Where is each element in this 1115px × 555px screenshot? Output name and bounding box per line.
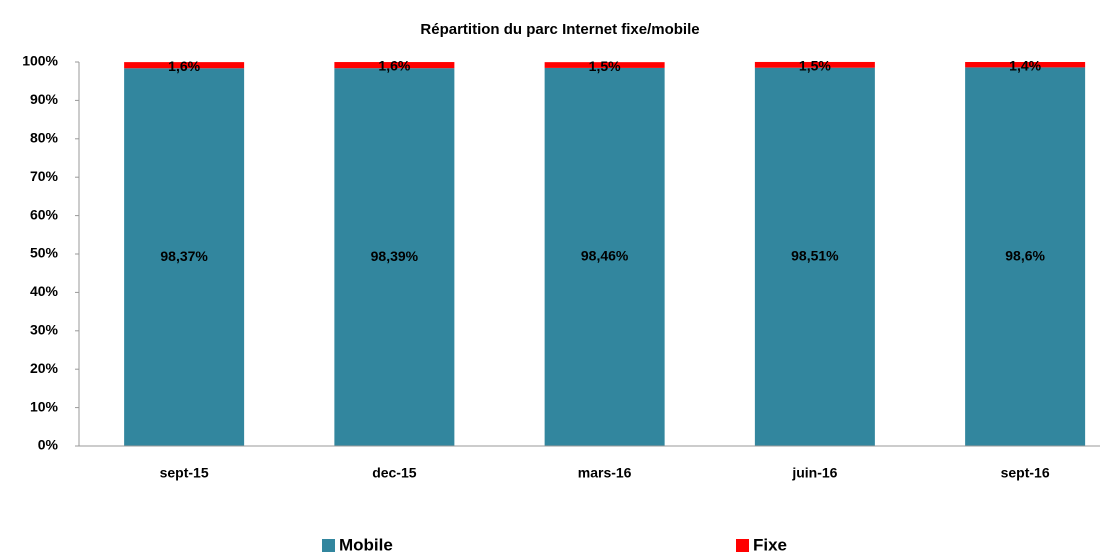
bar-segment xyxy=(965,62,1086,68)
y-tick-label: 30% xyxy=(30,322,59,338)
x-tick-label: juin-16 xyxy=(791,465,837,481)
data-label: 98,51% xyxy=(791,248,839,264)
y-tick-label: 100% xyxy=(22,53,58,69)
x-tick-label: sept-16 xyxy=(1001,465,1050,481)
bar-segment xyxy=(754,67,875,446)
x-tick-label: dec-15 xyxy=(372,465,417,481)
data-label: 1,6% xyxy=(168,58,200,74)
bar-segment xyxy=(544,62,665,68)
bar-segment xyxy=(124,62,245,69)
x-tick-label: mars-16 xyxy=(578,465,632,481)
data-label: 98,37% xyxy=(160,248,208,264)
bar-segment xyxy=(965,67,1086,446)
y-tick-label: 10% xyxy=(30,398,59,414)
legend-swatch xyxy=(322,539,335,552)
legend-label: Mobile xyxy=(339,535,393,554)
data-label: 1,5% xyxy=(589,58,621,74)
y-tick-label: 0% xyxy=(38,437,59,453)
legend-label: Fixe xyxy=(753,535,787,554)
chart-title: Répartition du parc Internet fixe/mobile xyxy=(420,21,699,38)
data-label: 98,46% xyxy=(581,248,629,264)
y-tick-label: 50% xyxy=(30,245,59,261)
data-label: 1,5% xyxy=(799,58,831,74)
y-tick-label: 70% xyxy=(30,168,59,184)
data-label: 1,6% xyxy=(378,58,410,74)
y-tick-label: 40% xyxy=(30,283,59,299)
legend-swatch xyxy=(736,539,749,552)
y-tick-label: 60% xyxy=(30,206,59,222)
y-tick-label: 90% xyxy=(30,91,59,107)
bar-segment xyxy=(124,68,245,446)
data-label: 98,39% xyxy=(371,248,419,264)
bar-segment xyxy=(334,68,455,446)
bar-segment xyxy=(544,67,665,446)
y-tick-label: 80% xyxy=(30,130,59,146)
x-tick-label: sept-15 xyxy=(160,465,209,481)
y-tick-label: 20% xyxy=(30,360,59,376)
bar-segment xyxy=(754,61,875,68)
bar-segment xyxy=(334,62,455,69)
data-label: 1,4% xyxy=(1009,58,1041,74)
data-label: 98,6% xyxy=(1005,247,1045,263)
